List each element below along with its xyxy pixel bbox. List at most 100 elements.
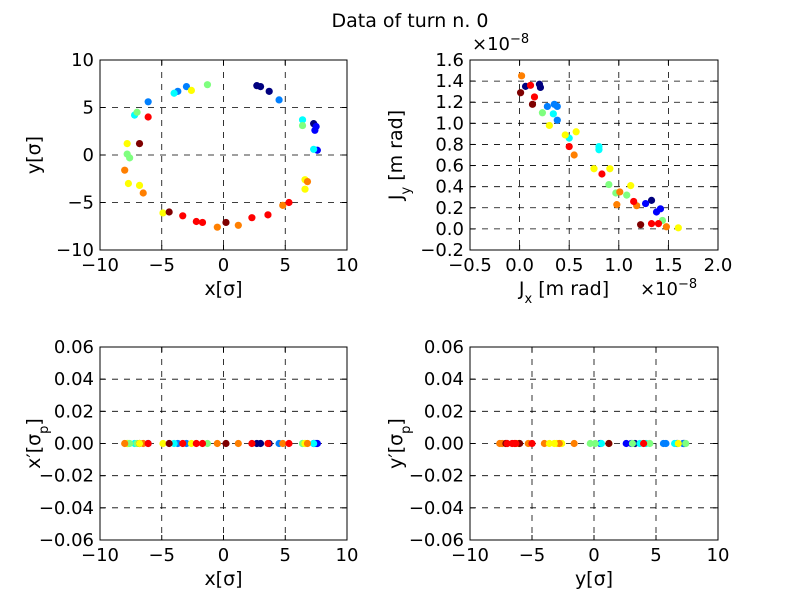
x-axis-label: Jx [m rad] [518, 278, 609, 307]
axes-frame [469, 59, 719, 251]
data-point [303, 178, 312, 186]
data-point [605, 180, 613, 189]
data-point [530, 93, 539, 101]
x-tick-label: 0.0 [505, 255, 534, 276]
data-point [543, 102, 551, 111]
data-point [192, 217, 200, 226]
y-tick-label: 0.6 [435, 156, 464, 177]
y-tick-label: −0.02 [39, 466, 94, 487]
data-point [536, 83, 545, 92]
y-tick-label: 0.0 [435, 219, 464, 240]
data-point [627, 182, 635, 190]
data-point [590, 165, 598, 173]
data-point [597, 439, 606, 448]
y-tick-label: 0.06 [54, 337, 94, 358]
data-point [553, 116, 561, 124]
y-tick-label: 0.00 [54, 434, 94, 455]
data-point [528, 100, 537, 108]
x-tick-label: 0.5 [555, 255, 584, 276]
x-tick-label: 0 [218, 255, 229, 276]
data-point [248, 214, 256, 222]
data-point [121, 166, 129, 174]
y-tick-label: 0.02 [54, 401, 94, 422]
data-point [312, 122, 320, 131]
data-point [182, 83, 191, 91]
y-tick-label: 1.6 [435, 50, 464, 71]
data-point [637, 221, 645, 229]
x-tick-label: 10 [336, 545, 359, 566]
data-point [622, 439, 630, 448]
x-tick-label: 10 [707, 545, 730, 566]
data-point [135, 439, 144, 448]
y-tick-label: −0.06 [39, 530, 94, 551]
data-point [198, 218, 207, 227]
data-point [124, 179, 133, 188]
data-point [139, 189, 147, 197]
x-tick-label: 2.0 [704, 255, 733, 276]
data-point [641, 199, 650, 208]
data-point [165, 208, 173, 216]
data-point [279, 439, 287, 448]
data-point [591, 439, 599, 448]
y-offset-multiplier: ×10−8 [472, 32, 529, 56]
data-point [159, 209, 167, 217]
data-point [550, 100, 558, 108]
data-point [126, 154, 134, 162]
data-point [561, 131, 569, 139]
data-point [213, 223, 221, 231]
data-point [662, 223, 671, 231]
y-tick-label: 0.04 [424, 369, 464, 390]
data-point [133, 108, 141, 116]
y-tick-label: −5 [67, 193, 94, 214]
data-point [570, 439, 578, 448]
x-axis-label: y[σ] [575, 568, 613, 590]
data-point [303, 439, 312, 448]
y-tick-label: −0.2 [420, 240, 464, 261]
data-point [248, 439, 256, 448]
data-point [179, 212, 187, 220]
x-tick-label: 0 [218, 545, 229, 566]
figure-title: Data of turn n. 0 [331, 10, 488, 32]
data-point [647, 196, 656, 204]
data-point [198, 439, 207, 448]
data-point [144, 439, 152, 448]
data-point [298, 116, 307, 124]
y-tick-label: −0.02 [409, 466, 464, 487]
y-tick-label: −0.04 [39, 498, 94, 519]
data-point [674, 439, 682, 448]
data-point [256, 439, 265, 448]
y-tick-label: 10 [71, 50, 94, 71]
data-point [595, 142, 603, 151]
data-point [256, 83, 265, 91]
data-point [613, 201, 621, 209]
data-point [165, 439, 173, 448]
data-point [301, 185, 309, 193]
y-axis-label: y[σ] [23, 136, 45, 174]
y-tick-label: 5 [83, 98, 94, 119]
data-point [203, 81, 212, 89]
data-point [135, 140, 144, 148]
y-tick-label: 0.00 [424, 434, 464, 455]
x-tick-label: 5 [280, 545, 291, 566]
data-point [572, 128, 580, 136]
data-point [646, 439, 654, 448]
data-point [203, 439, 212, 448]
data-point [682, 439, 690, 448]
data-point [187, 86, 195, 94]
data-point [640, 439, 648, 448]
data-point [264, 211, 272, 219]
x-tick-label: −5 [148, 545, 175, 566]
y-tick-label: 0.8 [435, 134, 464, 155]
data-point [222, 439, 230, 448]
y-tick-label: 0.04 [54, 369, 94, 390]
x-tick-label: −0.5 [448, 255, 492, 276]
data-point [565, 142, 573, 151]
y-tick-label: 0.2 [435, 198, 464, 219]
data-point [144, 113, 152, 121]
x-tick-label: −10 [81, 255, 119, 276]
data-point [279, 201, 287, 209]
data-point [616, 188, 624, 196]
data-point [654, 220, 663, 228]
data-point [526, 81, 535, 89]
data-point [503, 439, 511, 448]
